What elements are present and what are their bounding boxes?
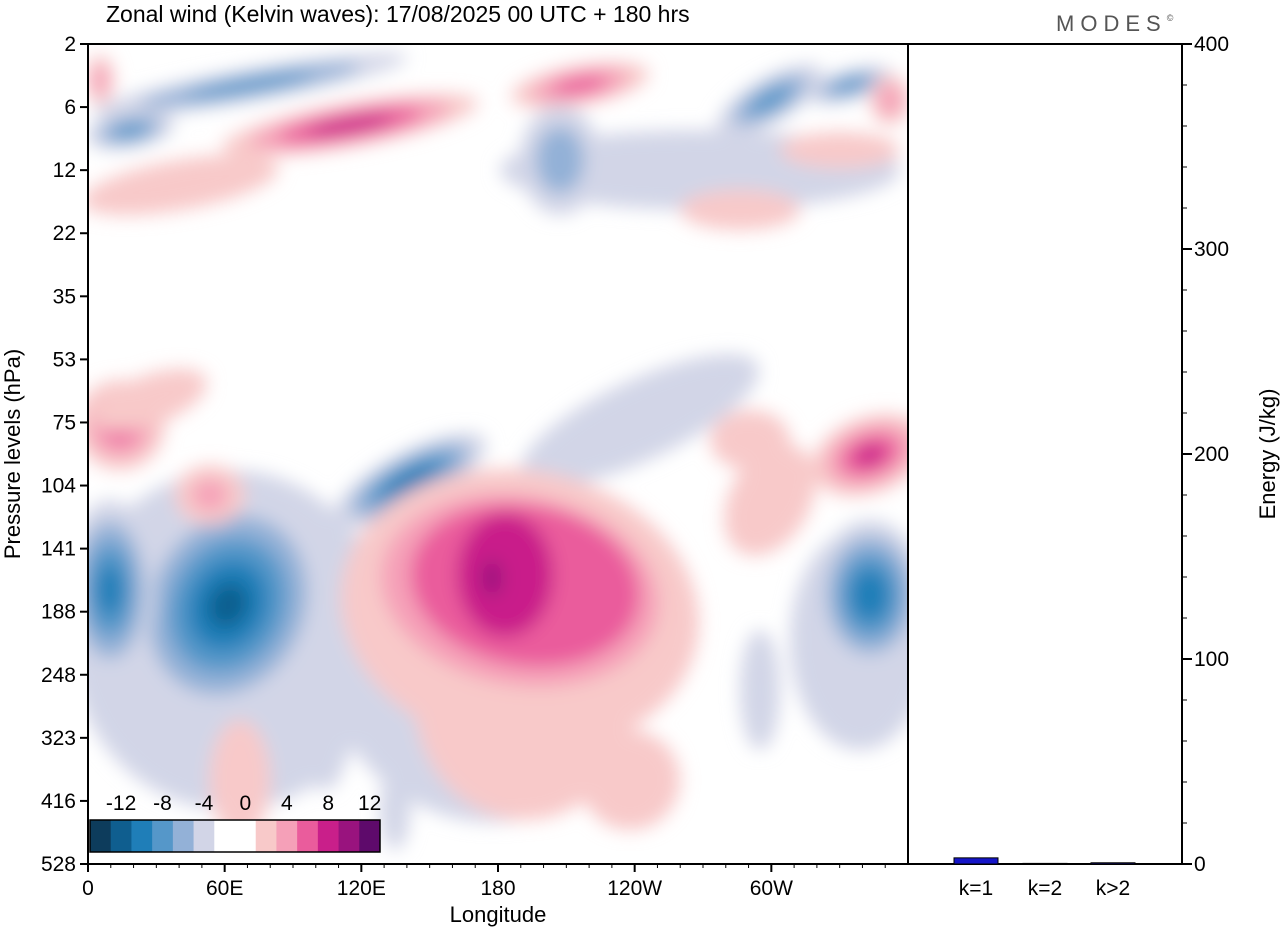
neg-region — [520, 354, 760, 486]
neg-core — [112, 122, 148, 138]
colorbar-legend: -12 -8 -4 0 4 8 12 — [89, 792, 381, 853]
energy-tick-label: 200 — [1194, 443, 1229, 466]
y-tick-label: 12 — [53, 159, 76, 182]
energy-bar — [953, 857, 999, 865]
y-tick-label: 528 — [41, 853, 76, 876]
y-tick-label: 104 — [41, 475, 76, 498]
pos-region — [680, 190, 800, 230]
colorbar-label: 8 — [322, 792, 334, 815]
energy-bar — [1022, 862, 1068, 865]
colorbar-swatch — [90, 820, 112, 852]
colorbar-swatch — [338, 820, 360, 852]
colorbar-swatch — [235, 820, 257, 852]
colorbar-frame — [89, 819, 381, 853]
colorbar-swatch — [359, 820, 381, 852]
heatmap-panel — [87, 43, 909, 865]
energy-category-label: k=2 — [1028, 877, 1062, 900]
pos-core — [878, 85, 902, 115]
y-axis-label: Pressure levels (hPa) — [0, 349, 25, 559]
x-axis-label: Longitude — [450, 902, 547, 927]
energy-axis-label: Energy (J/kg) — [1255, 389, 1280, 520]
colorbar-swatch — [131, 820, 153, 852]
y-tick-label: 35 — [53, 285, 76, 308]
neg-core — [851, 569, 889, 621]
neg-core — [536, 127, 584, 193]
colorbar-label: 12 — [358, 792, 381, 815]
colorbar-swatch — [317, 820, 340, 852]
x-axis: 0 60E 120E 180 120W 60W — [82, 864, 886, 900]
pos-core — [855, 444, 885, 466]
y-tick-label: 416 — [41, 790, 76, 813]
colorbar-label: 4 — [281, 792, 293, 815]
neg-core — [186, 72, 314, 98]
energy-tick-label: 300 — [1194, 238, 1229, 261]
energy-bar — [1090, 862, 1136, 865]
contour-layers — [88, 53, 908, 850]
colorbar-swatch — [152, 820, 174, 852]
energy-category-label: k=1 — [959, 877, 993, 900]
y-tick-label: 323 — [41, 727, 76, 750]
colorbar-swatch — [276, 820, 298, 852]
colorbar-label: -12 — [106, 792, 136, 815]
neg-core — [748, 85, 792, 115]
pos-core — [306, 114, 394, 136]
x-tick-label: 120E — [337, 877, 386, 900]
colorbar-swatch — [110, 820, 132, 852]
pos-region — [780, 132, 900, 168]
neg-core — [208, 582, 248, 628]
x-tick-label: 180 — [480, 877, 515, 900]
y-tick-label: 248 — [41, 664, 76, 687]
y-tick-label: 2 — [64, 33, 76, 56]
colorbar-swatch — [172, 820, 195, 852]
y-axis: 2 6 12 22 35 53 75 104 141 188 248 323 416 528 — [41, 33, 88, 876]
x-tick-label: 60E — [206, 877, 243, 900]
energy-bars: k=1 k=2 k>2 — [953, 857, 1136, 900]
colorbar-swatch — [193, 820, 215, 852]
y-tick-label: 141 — [41, 538, 76, 561]
y-tick-label: 22 — [53, 222, 76, 245]
neg-region — [740, 630, 780, 750]
neg-core — [832, 77, 868, 93]
energy-tick-label: 400 — [1194, 33, 1229, 56]
y-tick-label: 53 — [53, 348, 76, 371]
colorbar-swatch — [255, 820, 277, 852]
energy-axis: 0 100 200 300 400 — [1182, 33, 1229, 876]
colorbar-label: -4 — [195, 792, 214, 815]
neg-region — [380, 770, 410, 850]
pos-core — [192, 480, 228, 510]
pos-region — [92, 368, 208, 432]
neg-core — [384, 464, 436, 496]
neg-region — [295, 590, 355, 790]
pos-region — [88, 154, 279, 216]
pos-region — [580, 730, 680, 830]
pos-core — [552, 75, 608, 95]
colorbar-swatch — [214, 820, 236, 852]
wind-field — [88, 53, 908, 850]
pos-core — [482, 560, 502, 596]
energy-tick-label: 100 — [1194, 648, 1229, 671]
energy-panel: k=1 k=2 k>2 0 100 200 300 400 Energy (J/kg) — [907, 33, 1280, 900]
chart-title: Zonal wind (Kelvin waves): 17/08/2025 00… — [106, 1, 690, 27]
x-tick-label: 120W — [607, 877, 662, 900]
pos-core — [91, 65, 109, 95]
colorbar-label: -8 — [153, 792, 172, 815]
neg-core — [97, 564, 123, 616]
y-tick-label: 188 — [41, 601, 76, 624]
pos-core — [457, 513, 553, 637]
energy-tick-label: 0 — [1194, 853, 1206, 876]
pos-region — [710, 410, 790, 470]
x-tick-label: 0 — [82, 877, 94, 900]
colorbar-label: 0 — [240, 792, 252, 815]
pos-region — [210, 720, 270, 840]
y-tick-label: 75 — [53, 411, 76, 434]
y-tick-label: 6 — [64, 96, 76, 119]
x-tick-label: 60W — [750, 877, 793, 900]
energy-category-label: k>2 — [1096, 877, 1130, 900]
modes-logo: MODES© — [1056, 11, 1174, 36]
colorbar-swatch — [297, 820, 319, 852]
pos-region — [724, 444, 816, 556]
